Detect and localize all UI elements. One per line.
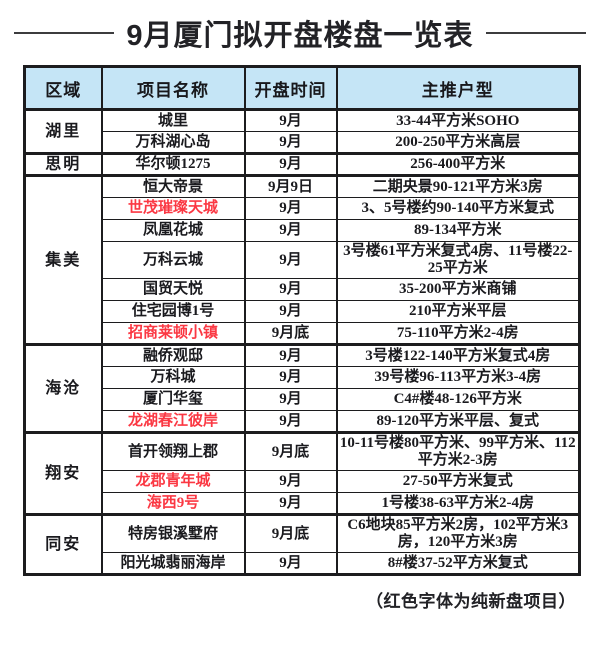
cell-opening-time: 9月: [243, 366, 338, 389]
cell-opening-time: 9月底: [243, 322, 338, 345]
title-left-rule: [14, 32, 115, 34]
title-bar: 9月厦门拟开盘楼盘一览表: [0, 0, 600, 52]
cell-project-name: 特房银溪墅府: [100, 513, 246, 553]
cell-opening-time: 9月: [243, 300, 338, 323]
cell-region: 集美: [23, 174, 103, 345]
cell-project-name: 融侨观邸: [100, 343, 246, 367]
cell-unit-type: C4#楼48-126平方米: [335, 388, 581, 411]
header-project-name: 项目名称: [100, 65, 246, 111]
table-row: 阳光城翡丽海岸 9月 8#楼37-52平方米复式: [25, 552, 581, 575]
cell-unit-type: 8#楼37-52平方米复式: [335, 552, 581, 575]
cell-opening-time: 9月: [243, 108, 338, 132]
table-row: 龙郡青年城 9月 27-50平方米复式: [25, 470, 581, 493]
cell-unit-type: 256-400平方米: [335, 152, 581, 176]
cell-unit-type: 39号楼96-113平方米3-4房: [335, 366, 581, 389]
cell-project-name: 国贸天悦: [100, 278, 246, 301]
title-right-rule: [485, 32, 586, 34]
cell-project-name: 厦门华玺: [100, 388, 246, 411]
table-row: 国贸天悦 9月 35-200平方米商铺: [25, 278, 581, 301]
cell-unit-type: C6地块85平方米2房，102平方米3房，120平方米3房: [335, 513, 581, 553]
cell-opening-time: 9月: [243, 241, 338, 279]
cell-project-name: 城里: [100, 108, 246, 132]
cell-opening-time: 9月底: [243, 431, 338, 471]
table-row: 万科城 9月 39号楼96-113平方米3-4房: [25, 366, 581, 389]
cell-unit-type: 10-11号楼80平方米、99平方米、112平方米2-3房: [335, 431, 581, 471]
header-unit-type: 主推户型: [335, 65, 581, 111]
cell-opening-time: 9月: [243, 197, 338, 220]
cell-project-name: 龙郡青年城: [100, 470, 246, 493]
cell-unit-type: 89-134平方米: [335, 219, 581, 242]
cell-opening-time: 9月: [243, 470, 338, 493]
table-row: 海沧 融侨观邸 9月 3号楼122-140平方米复式4房: [23, 343, 581, 433]
cell-project-name: 住宅园博1号: [100, 300, 246, 323]
cell-region: 思明: [23, 152, 103, 176]
cell-opening-time: 9月: [243, 343, 338, 367]
cell-unit-type: 二期央景90-121平方米3房: [335, 174, 581, 198]
table-row: 龙湖春江彼岸 9月 89-120平方米平层、复式: [25, 410, 581, 433]
cell-unit-type: 27-50平方米复式: [335, 470, 581, 493]
listings-table: 区域 项目名称 开盘时间 主推户型 湖里 城里 9月 33-44平方米SOHO …: [23, 65, 581, 576]
table-row: 世茂璀璨天城 9月 3、5号楼约90-140平方米复式: [25, 197, 581, 220]
cell-unit-type: 210平方米平层: [335, 300, 581, 323]
legend-footnote: （红色字体为纯新盘项目）: [366, 592, 576, 611]
cell-opening-time: 9月: [243, 410, 338, 433]
cell-unit-type: 3、5号楼约90-140平方米复式: [335, 197, 581, 220]
table-row: 厦门华玺 9月 C4#楼48-126平方米: [25, 388, 581, 411]
cell-unit-type: 33-44平方米SOHO: [335, 108, 581, 132]
header-row: 区域 项目名称 开盘时间 主推户型: [23, 65, 581, 111]
cell-project-name: 世茂璀璨天城: [100, 197, 246, 220]
table-row: 万科湖心岛 9月 200-250平方米高层: [25, 131, 581, 154]
cell-region: 湖里: [23, 108, 103, 154]
cell-opening-time: 9月: [243, 492, 338, 515]
cell-unit-type: 200-250平方米高层: [335, 131, 581, 154]
table-row: 招商莱顿小镇 9月底 75-110平方米2-4房: [25, 322, 581, 345]
cell-region: 同安: [23, 513, 103, 575]
cell-project-name: 龙湖春江彼岸: [100, 410, 246, 433]
cell-opening-time: 9月9日: [243, 174, 338, 198]
table-row: 同安 特房银溪墅府 9月底 C6地块85平方米2房，102平方米3房，120平方…: [23, 513, 581, 575]
table-row: 湖里 城里 9月 33-44平方米SOHO: [23, 108, 581, 154]
cell-project-name: 首开领翔上郡: [100, 431, 246, 471]
cell-region: 海沧: [23, 343, 103, 433]
cell-unit-type: 75-110平方米2-4房: [335, 322, 581, 345]
cell-project-name: 海西9号: [100, 492, 246, 515]
cell-opening-time: 9月底: [243, 513, 338, 553]
cell-project-name: 万科云城: [100, 241, 246, 279]
cell-opening-time: 9月: [243, 388, 338, 411]
table-row: 万科云城 9月 3号楼61平方米复式4房、11号楼22-25平方米: [25, 241, 581, 279]
page-title: 9月厦门拟开盘楼盘一览表: [126, 20, 474, 52]
cell-opening-time: 9月: [243, 131, 338, 154]
cell-unit-type: 1号楼38-63平方米2-4房: [335, 492, 581, 515]
cell-opening-time: 9月: [243, 219, 338, 242]
cell-project-name: 华尔顿1275: [100, 152, 246, 176]
cell-project-name: 凤凰花城: [100, 219, 246, 242]
table-row: 凤凰花城 9月 89-134平方米: [25, 219, 581, 242]
header-region: 区域: [23, 65, 103, 111]
table-row: 翔安 首开领翔上郡 9月底 10-11号楼80平方米、99平方米、112平方米2…: [23, 431, 581, 515]
cell-project-name: 恒大帝景: [100, 174, 246, 198]
table-row: 海西9号 9月 1号楼38-63平方米2-4房: [25, 492, 581, 515]
cell-opening-time: 9月: [243, 152, 338, 176]
cell-region: 翔安: [23, 431, 103, 515]
listings-table-container: 区域 项目名称 开盘时间 主推户型 湖里 城里 9月 33-44平方米SOHO …: [23, 65, 581, 576]
cell-project-name: 万科湖心岛: [100, 131, 246, 154]
header-opening-time: 开盘时间: [243, 65, 338, 111]
cell-unit-type: 89-120平方米平层、复式: [335, 410, 581, 433]
cell-project-name: 阳光城翡丽海岸: [100, 552, 246, 575]
cell-unit-type: 3号楼61平方米复式4房、11号楼22-25平方米: [335, 241, 581, 279]
table-row: 住宅园博1号 9月 210平方米平层: [25, 300, 581, 323]
cell-project-name: 万科城: [100, 366, 246, 389]
cell-unit-type: 3号楼122-140平方米复式4房: [335, 343, 581, 367]
cell-unit-type: 35-200平方米商铺: [335, 278, 581, 301]
table-row: 思明 华尔顿1275 9月 256-400平方米: [23, 152, 581, 176]
cell-project-name: 招商莱顿小镇: [100, 322, 246, 345]
cell-opening-time: 9月: [243, 552, 338, 575]
table-row: 集美 恒大帝景 9月9日 二期央景90-121平方米3房: [23, 174, 581, 345]
cell-opening-time: 9月: [243, 278, 338, 301]
